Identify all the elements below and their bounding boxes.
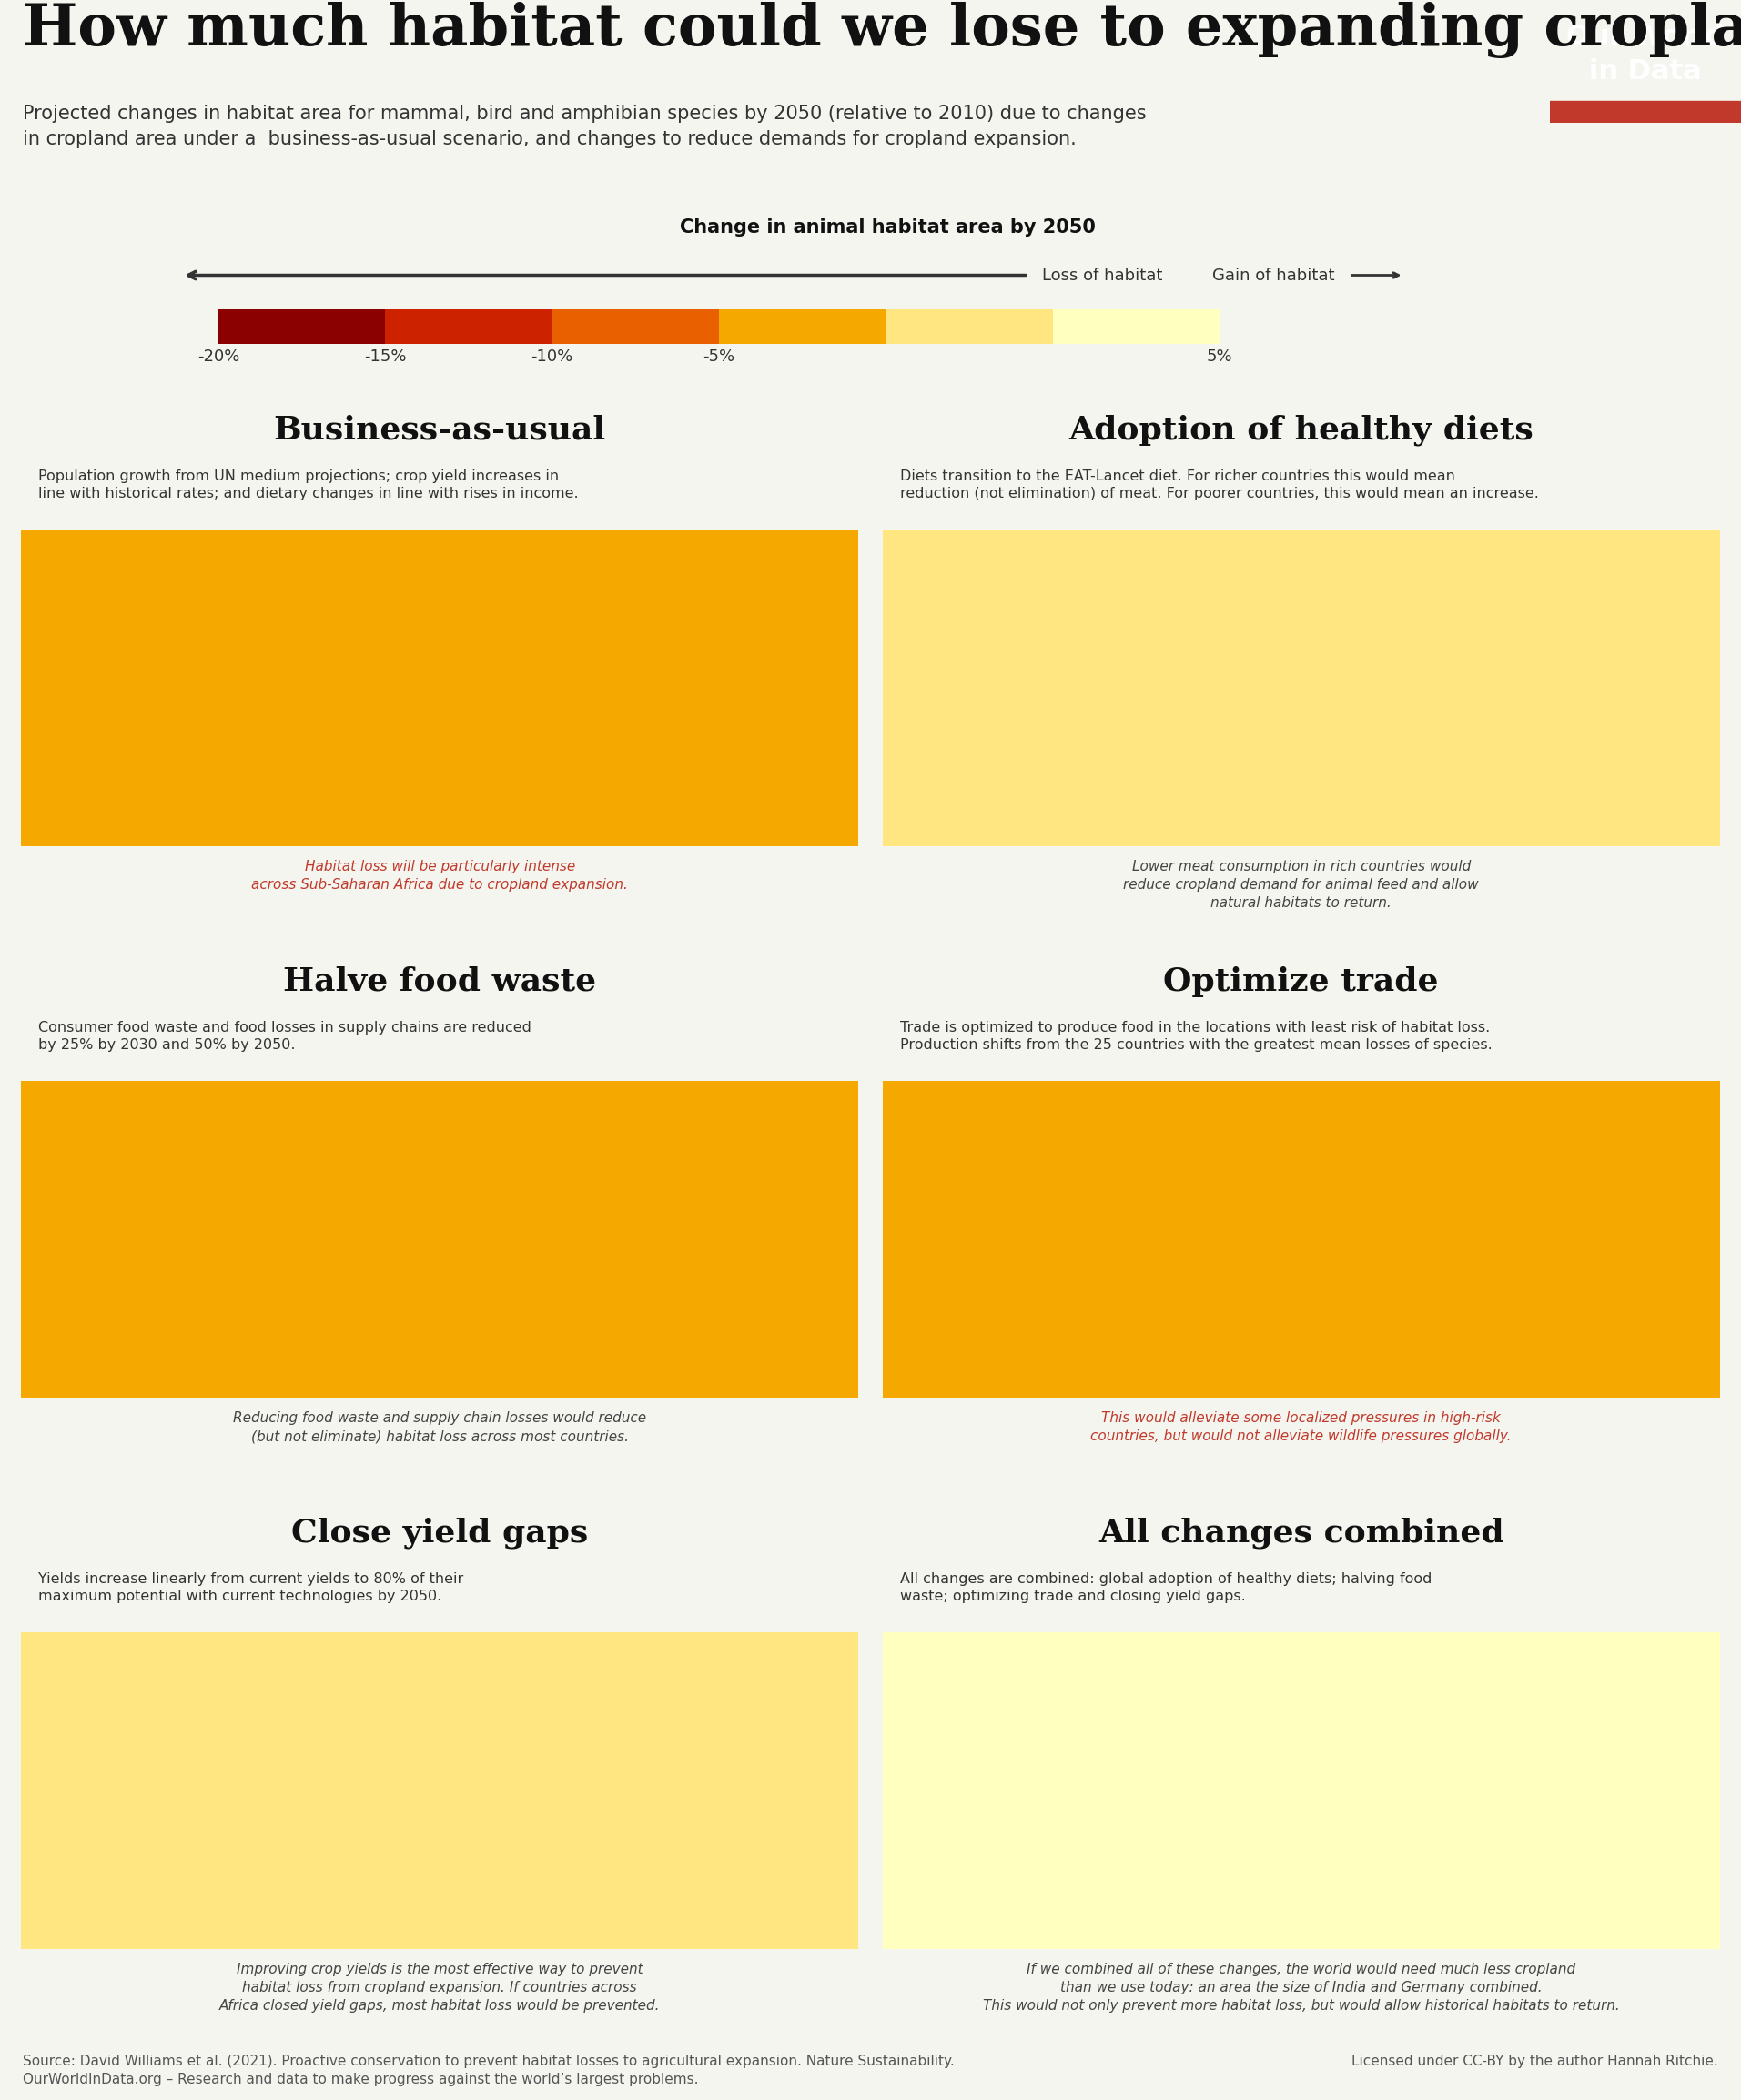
Bar xyxy=(886,309,1053,344)
Bar xyxy=(552,309,719,344)
Bar xyxy=(719,309,886,344)
Text: Close yield gaps: Close yield gaps xyxy=(291,1516,588,1548)
Text: Halve food waste: Halve food waste xyxy=(284,966,597,997)
Text: Business-as-usual: Business-as-usual xyxy=(273,414,606,445)
Text: Licensed under CC-BY by the author Hannah Ritchie.: Licensed under CC-BY by the author Hanna… xyxy=(1351,2054,1718,2068)
Text: Consumer food waste and food losses in supply chains are reduced
by 25% by 2030 : Consumer food waste and food losses in s… xyxy=(38,1021,531,1052)
Text: Population growth from UN medium projections; crop yield increases in
line with : Population growth from UN medium project… xyxy=(38,468,578,500)
Text: Diets transition to the EAT-Lancet diet. For richer countries this would mean
re: Diets transition to the EAT-Lancet diet.… xyxy=(900,468,1539,500)
Text: All changes are combined: global adoption of healthy diets; halving food
waste; : All changes are combined: global adoptio… xyxy=(900,1573,1431,1604)
Text: How much habitat could we lose to expanding croplands?: How much habitat could we lose to expand… xyxy=(23,2,1741,59)
Text: -10%: -10% xyxy=(531,349,573,365)
Text: Change in animal habitat area by 2050: Change in animal habitat area by 2050 xyxy=(679,218,1095,237)
Bar xyxy=(1549,101,1741,122)
Bar xyxy=(883,529,1720,846)
Bar xyxy=(218,309,385,344)
Text: Our World: Our World xyxy=(1567,23,1725,50)
Text: Reducing food waste and supply chain losses would reduce
(but not eliminate) hab: Reducing food waste and supply chain los… xyxy=(233,1411,646,1443)
Text: Gain of habitat: Gain of habitat xyxy=(1213,267,1341,284)
Text: Optimize trade: Optimize trade xyxy=(1163,966,1438,997)
Text: This would alleviate some localized pressures in high-risk
countries, but would : This would alleviate some localized pres… xyxy=(1090,1411,1511,1443)
Bar xyxy=(21,529,858,846)
Text: Yields increase linearly from current yields to 80% of their
maximum potential w: Yields increase linearly from current yi… xyxy=(38,1573,463,1604)
Text: If we combined all of these changes, the world would need much less cropland
tha: If we combined all of these changes, the… xyxy=(982,1964,1619,2012)
Text: Habitat loss will be particularly intense
across Sub-Saharan Africa due to cropl: Habitat loss will be particularly intens… xyxy=(251,861,629,892)
Text: Improving crop yields is the most effective way to prevent
habitat loss from cro: Improving crop yields is the most effect… xyxy=(219,1964,660,2012)
Bar xyxy=(21,1082,858,1399)
Bar xyxy=(385,309,552,344)
Text: 5%: 5% xyxy=(1207,349,1233,365)
Text: All changes combined: All changes combined xyxy=(1099,1516,1504,1548)
Bar xyxy=(21,1632,858,1949)
Text: -20%: -20% xyxy=(197,349,240,365)
Bar xyxy=(883,1082,1720,1399)
Text: Loss of habitat: Loss of habitat xyxy=(1043,267,1163,284)
Text: Projected changes in habitat area for mammal, bird and amphibian species by 2050: Projected changes in habitat area for ma… xyxy=(23,105,1146,149)
Text: Trade is optimized to produce food in the locations with least risk of habitat l: Trade is optimized to produce food in th… xyxy=(900,1021,1492,1052)
Bar xyxy=(1053,309,1219,344)
Bar xyxy=(883,1632,1720,1949)
Text: -15%: -15% xyxy=(364,349,406,365)
Text: Source: David Williams et al. (2021). Proactive conservation to prevent habitat : Source: David Williams et al. (2021). Pr… xyxy=(23,2054,954,2085)
Text: Lower meat consumption in rich countries would
reduce cropland demand for animal: Lower meat consumption in rich countries… xyxy=(1123,861,1478,909)
Text: Adoption of healthy diets: Adoption of healthy diets xyxy=(1069,414,1534,445)
Text: in Data: in Data xyxy=(1590,59,1701,84)
Text: -5%: -5% xyxy=(703,349,735,365)
